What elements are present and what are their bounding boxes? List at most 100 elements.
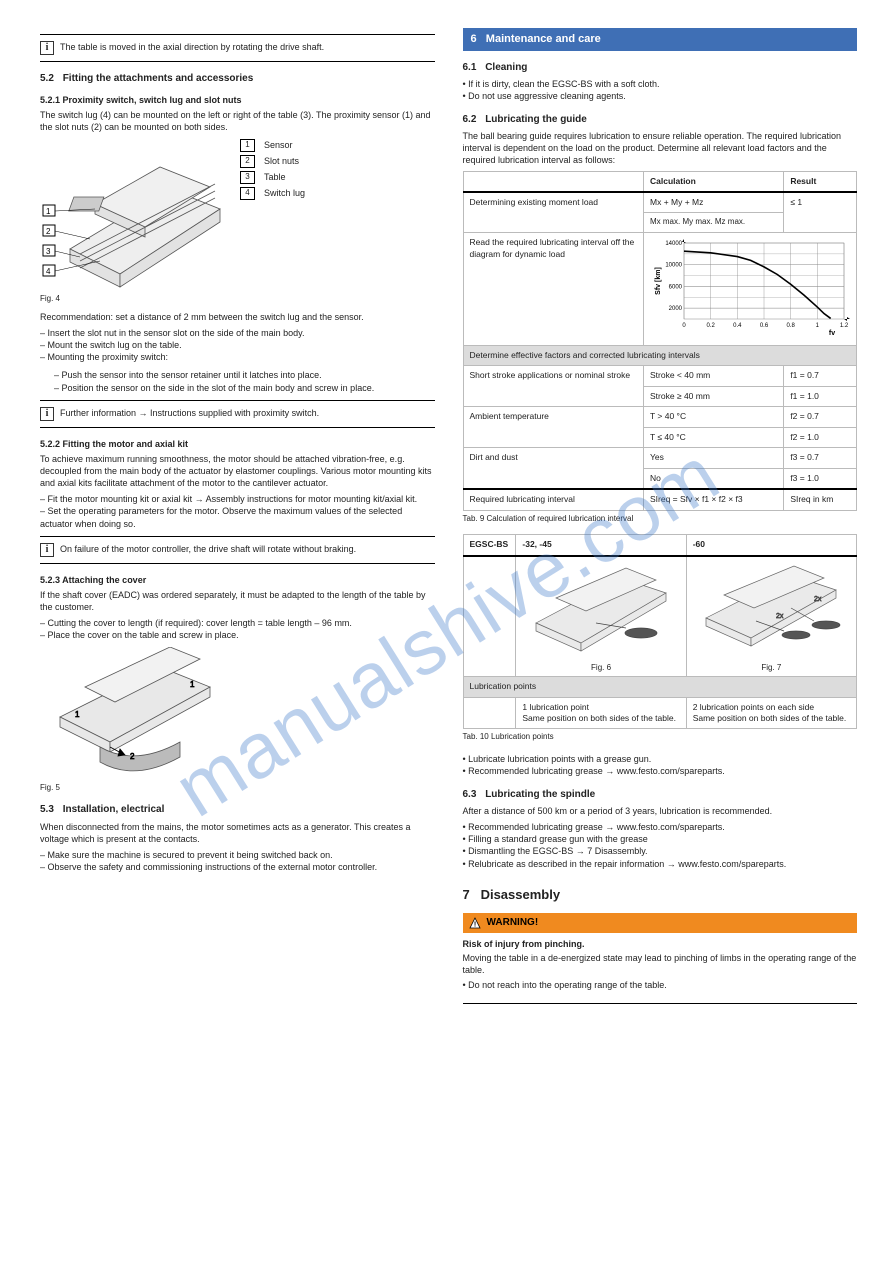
heading-6-1: 6.1 Cleaning — [463, 61, 858, 75]
svg-text:1: 1 — [816, 323, 820, 329]
chart-cell: 00.20.40.60.811.2200060001000014000Sfv [… — [644, 233, 857, 345]
heading-num: 6.1 — [463, 62, 477, 73]
td: f1 = 1.0 — [784, 386, 857, 406]
td: T > 40 °C — [644, 407, 784, 427]
heading-text: Installation, electrical — [63, 804, 165, 815]
info-icon: i — [40, 41, 54, 55]
list-item: Recommended lubricating grease → www.fes… — [463, 765, 858, 777]
svg-text:10000: 10000 — [665, 263, 682, 269]
svg-text:Sfv [km]: Sfv [km] — [655, 267, 662, 295]
svg-text:0.8: 0.8 — [786, 323, 795, 329]
table-10: EGSC-BS -32, -45 -60 — [463, 534, 858, 729]
th: -32, -45 — [516, 535, 686, 556]
td: SIreq = Sfv × f1 × f2 × f3 — [644, 489, 784, 510]
figure-7-svg: 2x 2x — [696, 563, 846, 658]
th: Calculation — [644, 171, 784, 192]
td: ≤ 1 — [784, 192, 857, 233]
section-title-text: Disassembly — [481, 887, 561, 902]
fig5-caption: Fig. 5 — [40, 783, 435, 794]
th — [463, 171, 644, 192]
section-num: 6 — [471, 33, 477, 45]
svg-text:0.4: 0.4 — [733, 323, 742, 329]
list-item: Place the cover on the table and screw i… — [40, 629, 435, 641]
spindle-list: Recommended lubricating grease → www.fes… — [463, 821, 858, 870]
svg-text:1: 1 — [46, 207, 51, 216]
td: SIreq in km — [784, 489, 857, 510]
switch-list-1b: Push the sensor into the sensor retainer… — [54, 369, 435, 393]
figure-5-svg: 2 1 1 — [40, 647, 230, 777]
svg-text:2: 2 — [46, 227, 51, 236]
heading-num: 6.2 — [463, 114, 477, 125]
key-label-2: Slot nuts — [264, 155, 305, 168]
key-box-3: 3 — [240, 171, 255, 184]
two-column-layout: i The table is moved in the axial direct… — [40, 28, 857, 1004]
heading-text: Lubricating the spindle — [485, 789, 595, 800]
heading-num: 5.3 — [40, 804, 54, 815]
th: Result — [784, 171, 857, 192]
td: Determining existing moment load — [463, 192, 644, 233]
spindle-text: After a distance of 500 km or a period o… — [463, 805, 858, 817]
motor-text: To achieve maximum running smoothness, t… — [40, 453, 435, 489]
td: No — [644, 468, 784, 489]
figure-5: 2 1 1 Fig. 5 — [40, 647, 435, 793]
heading-5-3: 5.3 Installation, electrical — [40, 803, 435, 817]
list-item: Lubricate lubrication points with a grea… — [463, 753, 858, 765]
list-item: Position the sensor on the side in the s… — [54, 382, 435, 394]
td: 2 lubrication points on each side Same p… — [686, 697, 856, 729]
table10-caption: Tab. 10 Lubrication points — [463, 732, 858, 743]
svg-text:0.6: 0.6 — [760, 323, 769, 329]
key-box-1: 1 — [240, 139, 255, 152]
td: Determine effective factors and correcte… — [463, 345, 857, 365]
td: Mx max. My max. Mz max. — [644, 213, 784, 233]
svg-text:2x: 2x — [776, 613, 784, 620]
svg-text:0.2: 0.2 — [706, 323, 715, 329]
td: Required lubricating interval — [463, 489, 644, 510]
heading-5-2-1: 5.2.1 Proximity switch, switch lug and s… — [40, 94, 435, 106]
th: -60 — [686, 535, 856, 556]
svg-text:14000: 14000 — [665, 241, 682, 247]
heading-text: Fitting the attachments and accessories — [63, 73, 254, 84]
recommendation-text: Recommendation: set a distance of 2 mm b… — [40, 311, 435, 323]
svg-text:6000: 6000 — [669, 285, 683, 291]
list-item: Recommended lubricating grease → www.fes… — [463, 821, 858, 833]
key-label-3: Table — [264, 171, 305, 184]
fig7-caption: Fig. 7 — [689, 663, 854, 674]
warning-header: ! WARNING! — [463, 913, 858, 933]
fig6-caption: Fig. 6 — [518, 663, 683, 674]
list-item: Insert the slot nut in the sensor slot o… — [40, 327, 435, 339]
list-item: Make sure the machine is secured to prev… — [40, 849, 435, 861]
svg-text:3: 3 — [46, 247, 51, 256]
table9-caption: Tab. 9 Calculation of required lubricati… — [463, 514, 858, 525]
section-7-title: 7 Disassembly — [463, 884, 858, 904]
info-block-2: i Further information → Instructions sup… — [40, 400, 435, 428]
svg-text:0: 0 — [682, 323, 686, 329]
lube-chart: 00.20.40.60.811.2200060001000014000Sfv [… — [650, 237, 850, 337]
section-num: 7 — [463, 887, 470, 902]
fig6-cell: Fig. 6 — [516, 556, 686, 677]
list-item: If it is dirty, clean the EGSC-BS with a… — [463, 78, 858, 90]
section-6-bar: 6 Maintenance and care — [463, 28, 858, 51]
elec-list: Make sure the machine is secured to prev… — [40, 849, 435, 873]
td: f1 = 0.7 — [784, 366, 857, 386]
heading-num: 5.2 — [40, 73, 54, 84]
svg-text:1.2: 1.2 — [840, 323, 849, 329]
warning-list: Do not reach into the operating range of… — [463, 979, 858, 991]
svg-text:4: 4 — [46, 267, 51, 276]
list-item: Push the sensor into the sensor retainer… — [54, 369, 435, 381]
switch-paragraph: The switch lug (4) can be mounted on the… — [40, 109, 435, 133]
cover-list: Cutting the cover to length (if required… — [40, 617, 435, 641]
list-item: Set the operating parameters for the mot… — [40, 505, 435, 529]
heading-6-3: 6.3 Lubricating the spindle — [463, 788, 858, 802]
list-item: Fit the motor mounting kit or axial kit … — [40, 493, 435, 505]
info-block-3: i On failure of the motor controller, th… — [40, 536, 435, 564]
list-item: Mounting the proximity switch: — [40, 351, 435, 363]
svg-text:2x: 2x — [814, 596, 822, 603]
td: f2 = 1.0 — [784, 427, 857, 447]
list-item: Do not use aggressive cleaning agents. — [463, 90, 858, 102]
info-block-1: i The table is moved in the axial direct… — [40, 34, 435, 62]
table-9: Calculation Result Determining existing … — [463, 171, 858, 511]
info-icon: i — [40, 543, 54, 557]
info-text-3: On failure of the motor controller, the … — [60, 543, 435, 555]
key-box-4: 4 — [240, 187, 255, 200]
list-item: Mount the switch lug on the table. — [40, 339, 435, 351]
